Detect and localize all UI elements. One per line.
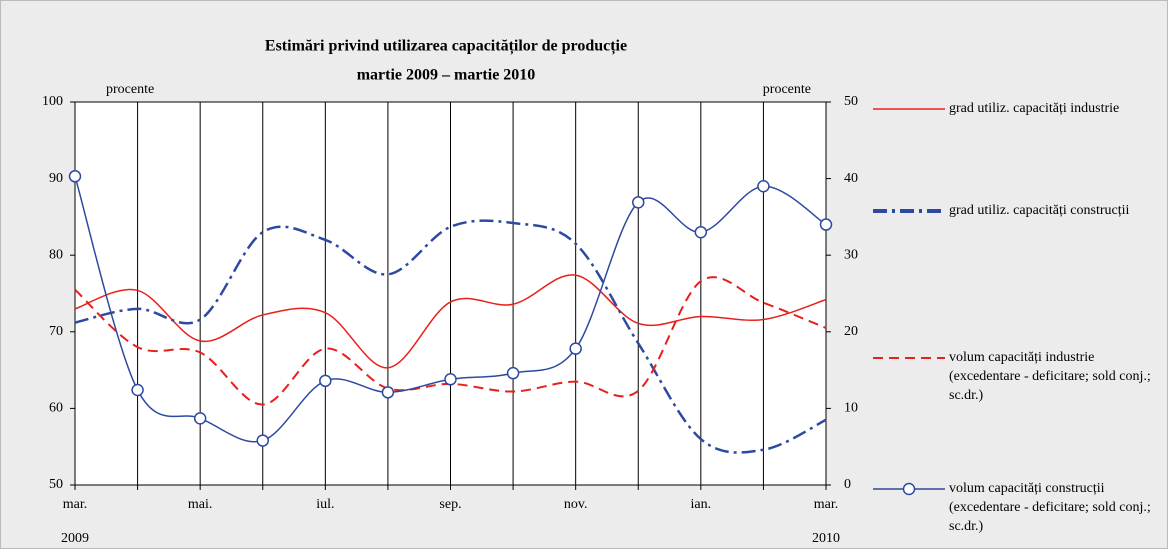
legend-entry: grad utiliz. capacități construcții [949, 203, 1130, 218]
series-marker [569, 342, 582, 355]
x-tick-label: iul. [316, 497, 334, 512]
y2-axis-label: procente [763, 82, 811, 97]
chart-title: Estimări privind utilizarea capacitățilo… [265, 38, 627, 56]
y-axis-label: procente [106, 82, 154, 97]
series-marker [256, 434, 269, 447]
series-marker [694, 225, 708, 239]
x-tick-label: nov. [564, 497, 588, 512]
series-marker [506, 366, 520, 380]
x-year-label: 2009 [61, 531, 89, 546]
y-tick-label: 100 [42, 94, 63, 109]
y-tick-label: 80 [49, 247, 63, 262]
y2-tick-label: 50 [844, 94, 858, 109]
legend-marker [902, 482, 916, 496]
series-marker [757, 180, 770, 193]
series-marker [68, 170, 82, 183]
legend-entry: grad utiliz. capacități industrie [949, 101, 1120, 116]
series-line [74, 219, 827, 454]
x-tick-label: mar. [63, 497, 88, 512]
x-year-label: 2010 [812, 531, 840, 546]
x-tick-label: sep. [439, 497, 461, 512]
x-tick-label: mar. [814, 497, 839, 512]
series-marker [319, 374, 332, 388]
series-marker [381, 386, 395, 399]
y-tick-label: 50 [49, 477, 63, 492]
legend-entry: volum capacități industrie (excedentare … [949, 350, 1151, 403]
y2-tick-label: 10 [844, 401, 858, 416]
y2-tick-label: 40 [844, 171, 858, 186]
series-marker [193, 412, 207, 425]
y2-tick-label: 20 [844, 324, 858, 339]
legend-entry: volum capacități construcții (excedentar… [949, 481, 1151, 534]
series-marker [131, 383, 144, 397]
series-line [74, 274, 827, 369]
y2-tick-label: 30 [844, 247, 858, 262]
x-tick-label: ian. [691, 497, 712, 512]
chart-subtitle: martie 2009 – martie 2010 [357, 67, 536, 84]
y2-tick-label: 0 [844, 477, 851, 492]
y-tick-label: 60 [49, 401, 63, 416]
series-marker [819, 218, 833, 231]
series-marker [444, 373, 457, 386]
y-tick-label: 90 [49, 171, 63, 186]
x-tick-label: mai. [188, 497, 213, 512]
y-tick-label: 70 [49, 324, 63, 339]
series-marker [632, 196, 645, 209]
